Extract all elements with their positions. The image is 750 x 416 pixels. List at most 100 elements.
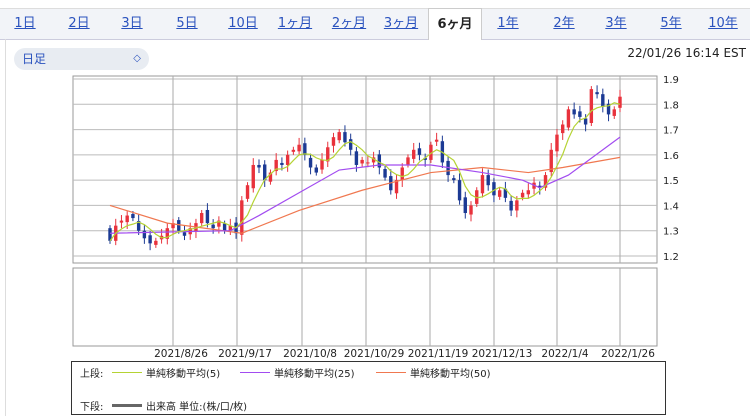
candle-body [538,185,542,188]
ma25-swatch [240,372,270,373]
candle-body [314,167,318,173]
candle-body [457,180,462,201]
candle-body [285,154,290,165]
y-tick-label: 1.4 [663,201,679,212]
candle-body [326,147,330,162]
period-select[interactable]: 日足 ◇ [14,48,149,70]
candle-body [572,109,576,115]
candle-body [377,154,382,168]
period-select-value: 日足 [22,52,47,66]
tab-7[interactable]: 3ヶ月 [383,16,419,31]
x-tick-label: 2021/12/13 [472,348,533,360]
candle-body [205,209,210,224]
legend-ma25: 単純移動平均(25) [274,369,355,380]
y-tick-label: 1.6 [663,151,679,162]
y-tick-label: 1.2 [663,252,679,263]
tab-2[interactable]: 3日 [121,16,143,31]
candle-body [486,175,490,186]
tab-4[interactable]: 10日 [228,16,258,31]
candle-body [199,213,204,224]
candle-body [566,109,571,128]
candle-body [354,151,359,165]
chevron-up-down-icon: ◇ [133,53,141,64]
legend-lower-label: 下段: [80,402,104,413]
candle-body [142,230,147,239]
candle-body [257,164,261,168]
candle-body [308,157,313,168]
legend-volume: 出来高 単位:(株/口/枚) [146,402,248,413]
x-tick-label: 2021/9/17 [218,348,272,360]
candle-body [555,134,559,152]
candle-body [497,190,502,197]
tab-13[interactable]: 10年 [708,16,738,31]
candle-body [601,94,605,107]
tab-0[interactable]: 1日 [14,16,36,31]
candle-body [297,144,301,152]
candle-body [452,178,456,181]
x-tick-label: 2022/1/4 [541,348,588,360]
candle-body [612,109,616,116]
candle-body [366,162,370,164]
volume-swatch [112,404,142,407]
ma50-line [109,156,621,234]
candle-body [251,164,255,189]
candle-body [412,149,416,159]
x-tick-label: 2021/8/26 [154,348,208,360]
tab-8[interactable]: 6ヶ月 [428,8,482,40]
candle-body [394,180,399,194]
candle-body [509,200,513,211]
y-tick-label: 1.8 [663,100,679,111]
candle-body [263,164,267,181]
tab-3[interactable]: 5日 [176,16,198,31]
y-tick-label: 1.3 [663,227,679,238]
tab-12[interactable]: 5年 [660,16,682,31]
timestamp: 22/01/26 16:14 EST [627,46,746,60]
candle-body [240,200,244,235]
candle-body [303,143,307,155]
candle-body [125,215,129,223]
candle-body [182,232,187,236]
candle-body [618,96,622,108]
tab-11[interactable]: 3年 [605,16,627,31]
candle-body [434,139,439,142]
tab-1[interactable]: 2日 [68,16,90,31]
candle-body [222,223,227,231]
candle-body [503,188,508,198]
candle-body [583,118,588,125]
candle-body [383,169,387,178]
candle-body [108,228,112,241]
candle-body [148,235,152,244]
candle-body [268,172,273,182]
x-tick-label: 2021/11/19 [408,348,469,360]
candle-body [417,148,422,155]
tab-10[interactable]: 2年 [553,16,575,31]
candle-body [348,139,353,150]
candle-body [469,205,473,215]
candle-body [131,214,135,219]
tab-5[interactable]: 1ヶ月 [277,16,313,31]
candle-body [320,159,324,170]
legend-ma5: 単純移動平均(5) [146,369,221,380]
candle-body [245,185,250,199]
candle-body [177,220,181,231]
candle-body [228,225,233,231]
tab-6[interactable]: 2ヶ月 [331,16,367,31]
candle-body [165,228,170,239]
candle-body [331,137,336,146]
candle-body [217,220,221,227]
x-tick-label: 2021/10/29 [344,348,405,360]
candle-body [515,200,519,211]
candle-body [291,149,296,152]
x-tick-label: 2021/10/8 [283,348,337,360]
chart-panel [5,39,750,416]
candle-body [337,132,341,141]
candle-body [475,190,479,204]
candle-body [578,111,582,117]
candle-body [423,157,427,160]
y-tick-label: 1.5 [663,176,679,187]
legend-ma50: 単純移動平均(50) [410,369,491,380]
candle-body [274,159,278,172]
candle-body [606,103,611,115]
tab-9[interactable]: 1年 [497,16,519,31]
